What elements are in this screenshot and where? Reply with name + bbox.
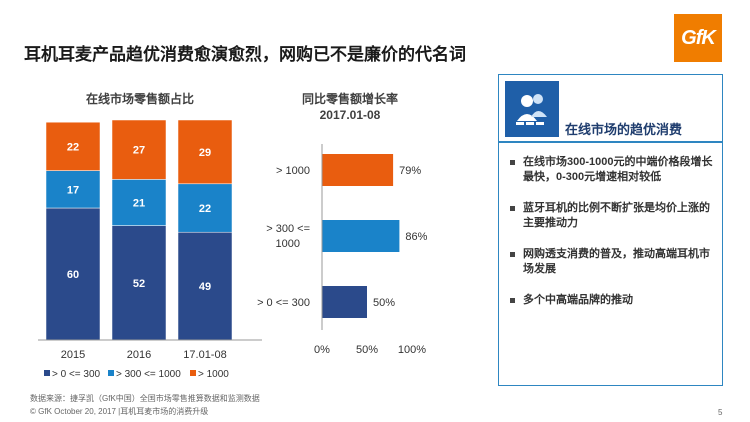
insight-item: 在线市场300-1000元的中端价格段增长最快，0-300元增速相对较低 (509, 155, 714, 185)
stacked-bar-label: 49 (199, 281, 211, 293)
page-number: 5 (718, 408, 723, 417)
copyright: © GfK October 20, 2017 |耳机耳麦市场的消费升级 (30, 407, 209, 416)
stacked-bar-chart: 60 17 22 2015 52 21 27 2016 49 22 29 17.01-08 > 0 <=… (38, 119, 262, 380)
growth-chart-title: 同比零售额增长率 (301, 92, 398, 106)
insight-panel: 在线市场的趋优消费 在线市场300-1000元的中端价格段增长最快，0-300元… (498, 74, 723, 386)
panel-divider (499, 141, 722, 143)
x-tick-label: 17.01-08 (183, 349, 226, 361)
growth-category-label: > 300 <= (266, 223, 310, 235)
legend-label: > 0 <= 300 (52, 369, 101, 380)
legend-swatch (190, 370, 196, 376)
x-tick-label: 2016 (127, 349, 151, 361)
stacked-bar-segment (45, 121, 101, 171)
stacked-bar-label: 60 (67, 269, 79, 281)
stacked-bar-label: 52 (133, 278, 145, 290)
stacked-bar-segment (111, 225, 167, 341)
legend-label: > 300 <= 1000 (116, 369, 181, 380)
insight-item: 蓝牙耳机的比例不断扩张是均价上涨的主要推动力 (509, 201, 714, 231)
stacked-bar-label: 21 (133, 198, 145, 210)
stacked-chart-title: 在线市场零售额占比 (85, 92, 194, 106)
stacked-bar-segment (177, 119, 233, 185)
data-source: 数据来源：捷孚凯（GfK中国）全国市场零售推算数据和监测数据 (30, 394, 260, 403)
people-icon (505, 81, 559, 137)
legend-swatch (108, 370, 114, 376)
panel-heading: 在线市场的趋优消费 (565, 122, 683, 137)
panel-header: 在线市场的趋优消费 (499, 75, 722, 143)
growth-bar-chart: 79% > 1000 86% > 300 <= 1000 50% > 0 <= 300 0% 5… (257, 144, 428, 356)
x-tick-label: 100% (398, 344, 426, 356)
growth-chart-subtitle: 2017.01-08 (319, 108, 381, 122)
stacked-bar-label: 27 (133, 145, 145, 157)
stacked-bar-segment (177, 183, 233, 233)
stacked-bar-segment (45, 207, 101, 341)
stacked-bar-label: 22 (67, 141, 79, 153)
growth-value-label: 50% (373, 297, 395, 309)
growth-bar (322, 154, 394, 186)
x-tick-label: 50% (356, 344, 378, 356)
growth-value-label: 86% (405, 231, 427, 243)
stacked-bar-segment (111, 119, 167, 180)
insight-item: 多个中高端品牌的推动 (509, 293, 714, 308)
stacked-bar-label: 22 (199, 203, 211, 215)
legend-swatch (44, 370, 50, 376)
logo-text: GfK (681, 26, 716, 49)
legend-label: > 1000 (198, 369, 229, 380)
growth-value-label: 79% (399, 165, 421, 177)
stacked-bar-segment (111, 179, 167, 226)
x-tick-label: 2015 (61, 349, 85, 361)
growth-bar (322, 220, 400, 252)
growth-bar (322, 286, 367, 318)
x-tick-label: 0% (314, 344, 330, 356)
insight-item: 网购透支消费的普及，推动高端耳机市场发展 (509, 247, 714, 277)
insight-list: 在线市场300-1000元的中端价格段增长最快，0-300元增速相对较低 蓝牙耳… (509, 155, 714, 324)
gfk-logo: GfK (674, 14, 722, 62)
page-title: 耳机耳麦产品趋优消费愈演愈烈，网购已不是廉价的代名词 (24, 45, 466, 64)
stacked-bar-label: 17 (67, 184, 79, 196)
stacked-bar-segment (177, 231, 233, 341)
stacked-bar-segment (45, 170, 101, 209)
growth-category-label: > 0 <= 300 (257, 297, 310, 309)
growth-category-label: 1000 (276, 238, 300, 250)
growth-category-label: > 1000 (276, 165, 310, 177)
stacked-bar-label: 29 (199, 147, 211, 159)
